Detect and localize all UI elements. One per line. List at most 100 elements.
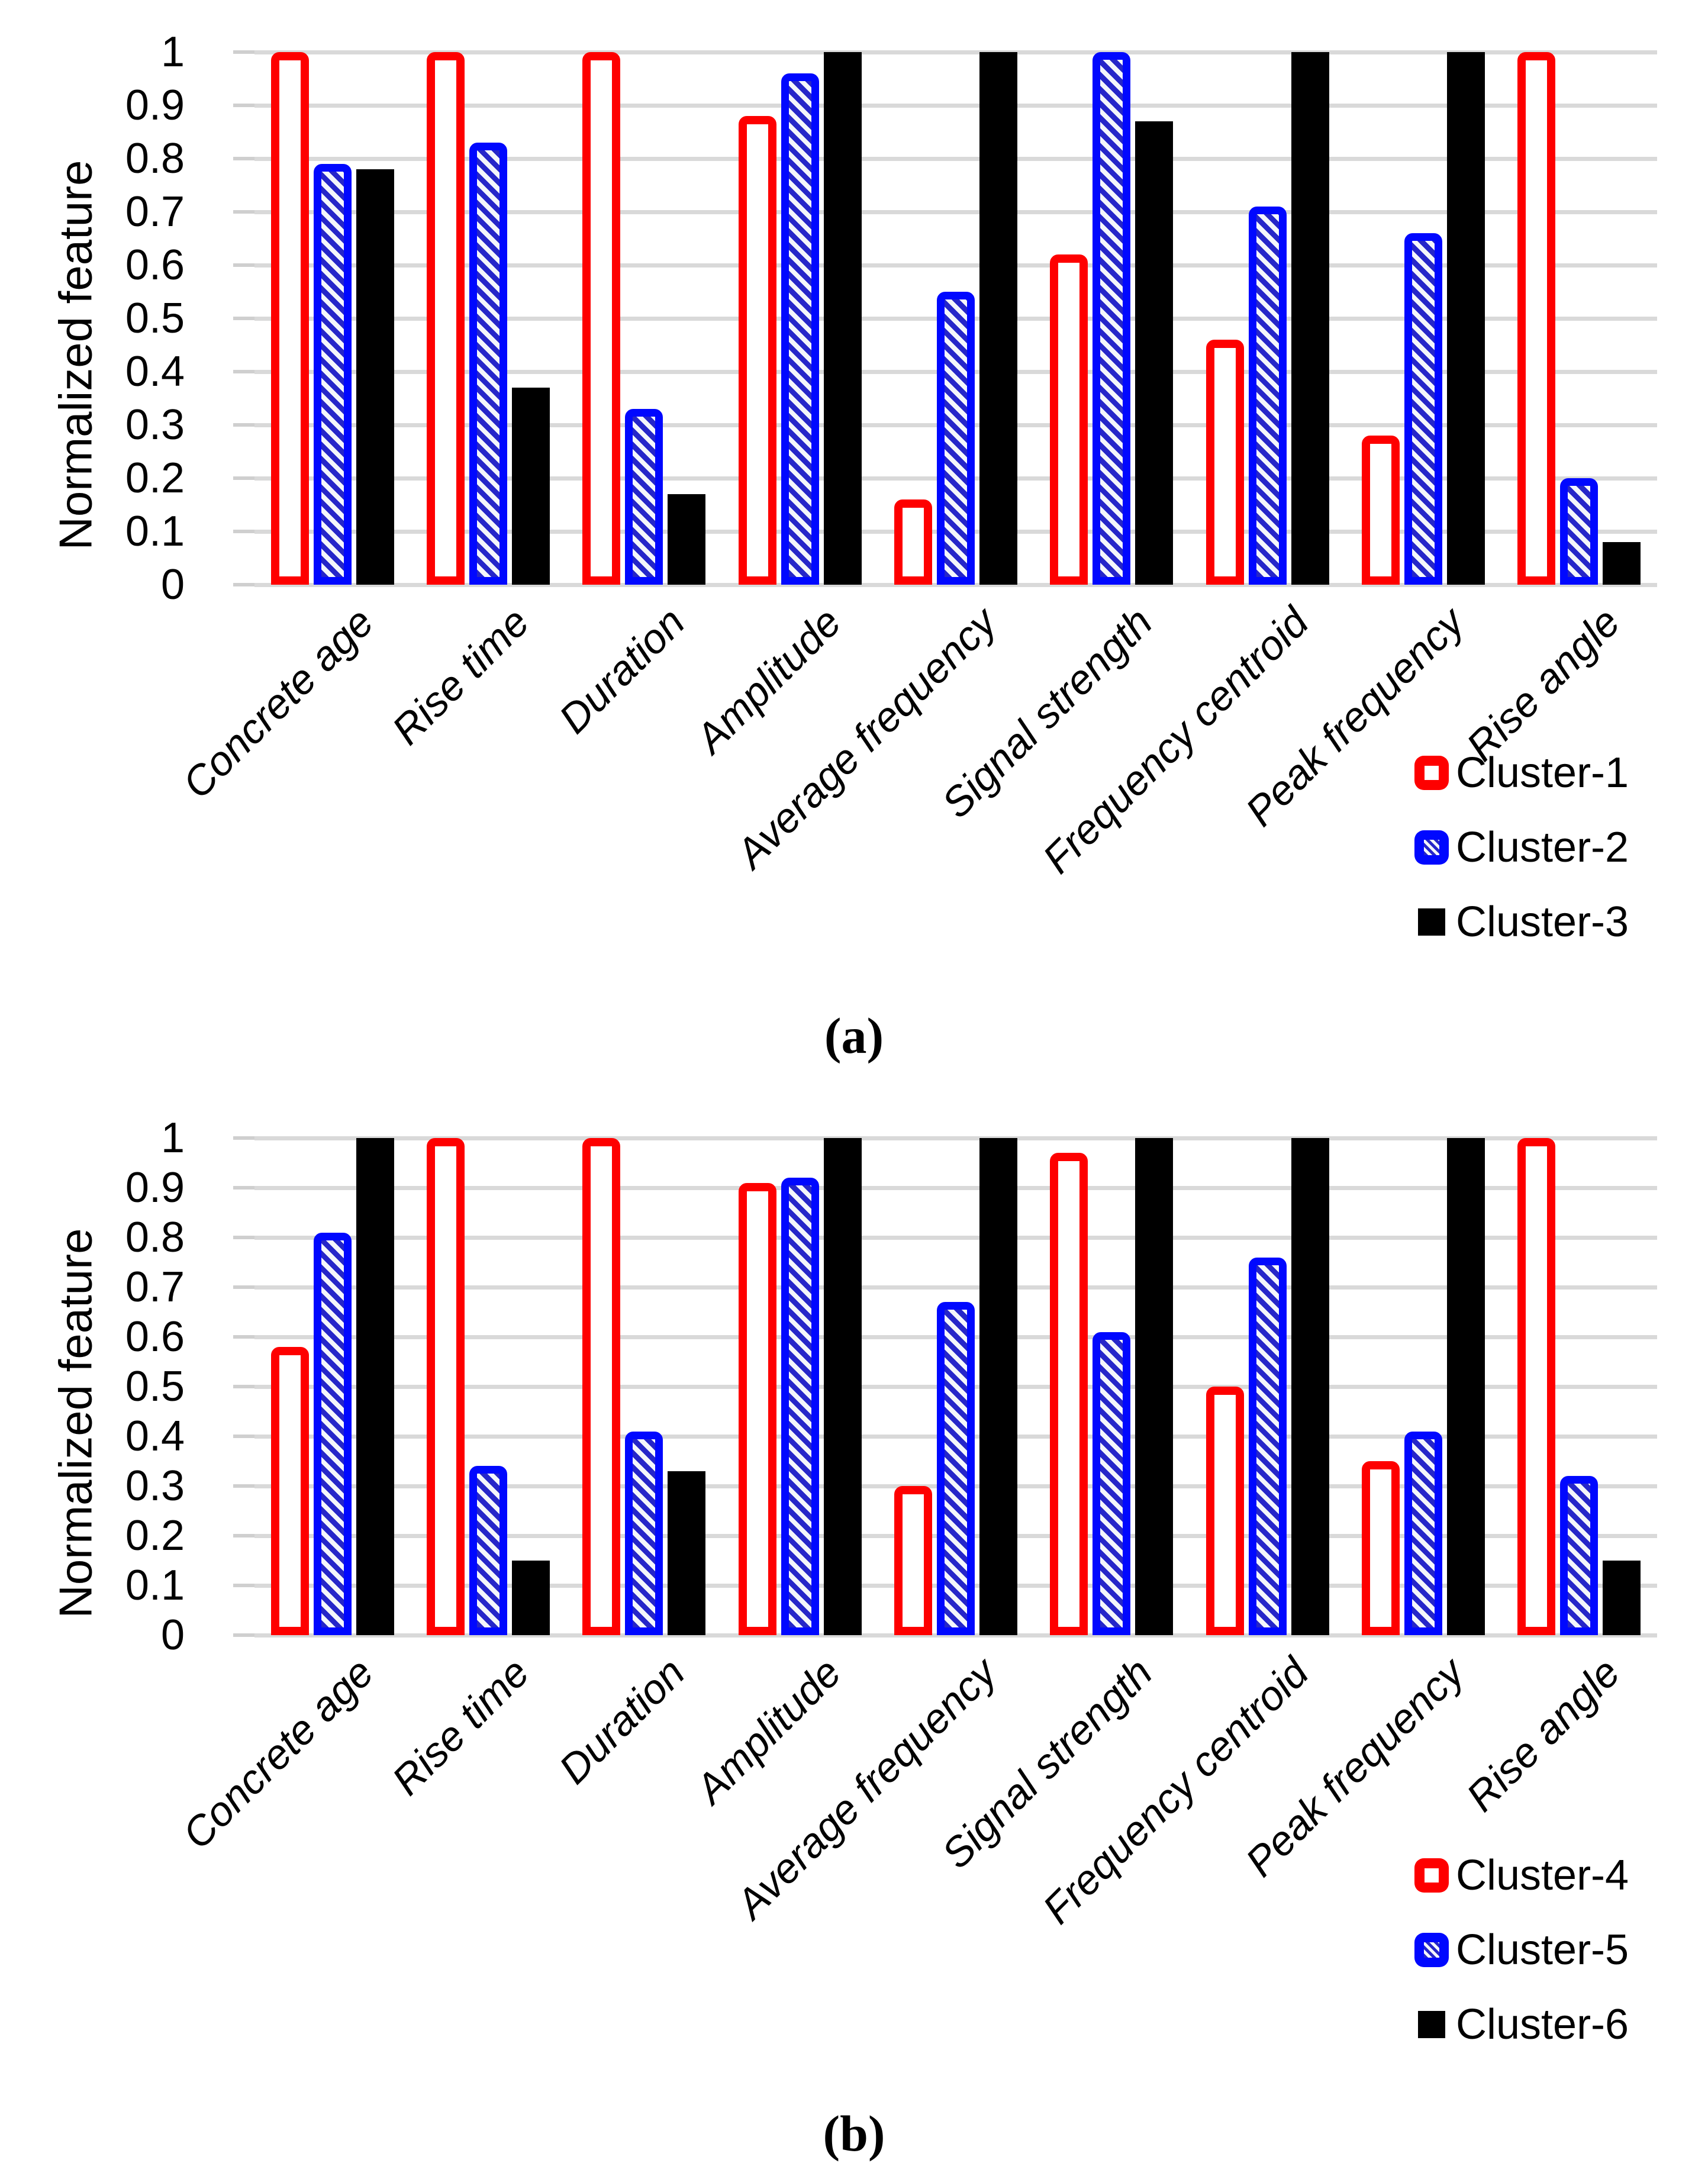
bar-group-rise-time: [410, 52, 566, 585]
bar-cluster-3-peak-frequency: [1446, 52, 1485, 585]
y-tick-mark: [233, 1285, 254, 1289]
x-tick-label: Concrete age: [173, 1649, 382, 1858]
y-tick-mark: [233, 476, 254, 480]
x-tick-label: Duration: [550, 598, 694, 742]
legend-label: Cluster-3: [1456, 898, 1629, 946]
bar-cluster-4-peak-frequency: [1361, 1461, 1400, 1635]
gridline: [254, 1285, 1657, 1290]
y-tick-label: 1: [160, 28, 185, 76]
bar-group-rise-time: [410, 1138, 566, 1635]
bar-group-duration: [566, 1138, 722, 1635]
x-tick-label: Amplitude: [687, 1649, 850, 1812]
cluster-3-swatch-icon: [1418, 908, 1445, 936]
bar-group-amplitude: [722, 1138, 878, 1635]
legend-item-cluster-5: Cluster-5: [1414, 1927, 1629, 1972]
bar-group-rise-angle: [1501, 52, 1657, 585]
y-tick-mark: [233, 50, 254, 54]
legend-item-cluster-3: Cluster-3: [1414, 900, 1629, 945]
bar-cluster-1-frequency-centroid: [1206, 340, 1244, 585]
bar-cluster-5-signal-strength: [1093, 1332, 1131, 1635]
y-tick-label: 0: [160, 1611, 185, 1659]
y-tick-mark: [233, 1136, 254, 1140]
x-tick-label: Average frequency: [727, 598, 1006, 877]
swatch-fill: [1424, 1942, 1439, 1958]
y-tick-mark: [233, 423, 254, 427]
x-tick-label: Concrete age: [173, 598, 382, 807]
y-tick-label: 0.2: [125, 455, 185, 502]
gridline: [254, 583, 1657, 587]
y-tick-mark: [233, 210, 254, 214]
y-tick-mark: [233, 583, 254, 586]
y-tick-mark: [233, 1236, 254, 1239]
bar-cluster-4-rise-angle: [1517, 1138, 1556, 1635]
y-tick-label: 0.7: [125, 1263, 185, 1311]
y-tick-mark: [233, 1633, 254, 1637]
bar-cluster-3-concrete-age: [356, 169, 394, 585]
bar-cluster-4-amplitude: [738, 1182, 776, 1635]
bar-cluster-6-signal-strength: [1135, 1138, 1174, 1635]
bar-cluster-5-rise-angle: [1560, 1476, 1599, 1635]
bar-group-peak-frequency: [1345, 52, 1501, 585]
bar-cluster-1-rise-angle: [1517, 52, 1556, 585]
bar-group-frequency-centroid: [1190, 52, 1345, 585]
x-tick-label: Rise time: [383, 598, 538, 754]
gridline: [254, 157, 1657, 161]
bar-cluster-5-duration: [625, 1431, 663, 1635]
y-tick-label: 0.8: [125, 1214, 185, 1261]
bar-cluster-2-peak-frequency: [1404, 233, 1442, 585]
bar-cluster-4-signal-strength: [1050, 1153, 1088, 1635]
bar-cluster-6-amplitude: [823, 1138, 862, 1635]
gridline: [254, 210, 1657, 214]
bar-cluster-3-rise-angle: [1603, 542, 1641, 585]
plot-area: [254, 1136, 1657, 1638]
y-tick-label: 0.5: [125, 295, 185, 342]
y-tick-label: 0.4: [125, 1413, 185, 1460]
x-tick-label: Frequency centroid: [1033, 598, 1317, 882]
bar-cluster-6-duration: [668, 1471, 706, 1635]
bar-cluster-1-duration: [582, 52, 621, 585]
bar-cluster-2-amplitude: [781, 73, 819, 585]
legend-item-cluster-4: Cluster-4: [1414, 1853, 1629, 1898]
plot-area: [254, 50, 1657, 587]
y-tick-label: 0.4: [125, 348, 185, 395]
cluster-5-swatch-icon: [1414, 1933, 1449, 1967]
cluster-1-swatch-icon: [1414, 756, 1449, 790]
legend-item-cluster-6: Cluster-6: [1414, 2002, 1629, 2047]
y-tick-label: 0.8: [125, 135, 185, 182]
y-tick-mark: [233, 530, 254, 533]
bar-cluster-3-average-frequency: [979, 52, 1017, 585]
bar-group-frequency-centroid: [1190, 1138, 1345, 1635]
y-tick-label: 0.6: [125, 241, 185, 289]
bar-cluster-3-signal-strength: [1135, 121, 1174, 585]
bar-cluster-3-rise-time: [511, 388, 550, 585]
legend-item-cluster-1: Cluster-1: [1414, 750, 1629, 795]
y-tick-mark: [233, 1385, 254, 1388]
bar-cluster-2-signal-strength: [1093, 52, 1131, 585]
bar-cluster-5-frequency-centroid: [1248, 1257, 1287, 1635]
bar-cluster-1-amplitude: [738, 116, 776, 585]
y-tick-mark: [233, 1186, 254, 1190]
bar-cluster-3-amplitude: [823, 52, 862, 585]
cluster-4-swatch-icon: [1414, 1858, 1449, 1893]
chart-b-caption: (b): [823, 2105, 885, 2162]
bar-cluster-5-amplitude: [781, 1178, 819, 1635]
y-tick-mark: [233, 1584, 254, 1587]
bar-cluster-2-concrete-age: [313, 164, 352, 585]
gridline: [254, 50, 1657, 54]
x-tick-label: Duration: [550, 1649, 694, 1793]
x-tick-label: Rise angle: [1458, 1649, 1629, 1820]
bar-group-signal-strength: [1034, 52, 1190, 585]
bar-cluster-3-duration: [668, 494, 706, 585]
legend-label: Cluster-4: [1456, 1852, 1629, 1899]
y-tick-mark: [233, 1435, 254, 1438]
bar-cluster-1-average-frequency: [894, 499, 932, 585]
gridline: [254, 104, 1657, 108]
y-tick-mark: [233, 317, 254, 320]
y-tick-label: 0.5: [125, 1363, 185, 1410]
y-tick-label: 0.7: [125, 188, 185, 236]
bar-cluster-5-average-frequency: [936, 1302, 975, 1635]
chart-b-normalized-features: Normalized feature Cluster-4 Cluster-5 Clu…: [0, 1086, 1708, 2179]
bar-group-peak-frequency: [1345, 1138, 1501, 1635]
y-tick-label: 1: [160, 1114, 185, 1162]
y-tick-mark: [233, 1534, 254, 1537]
